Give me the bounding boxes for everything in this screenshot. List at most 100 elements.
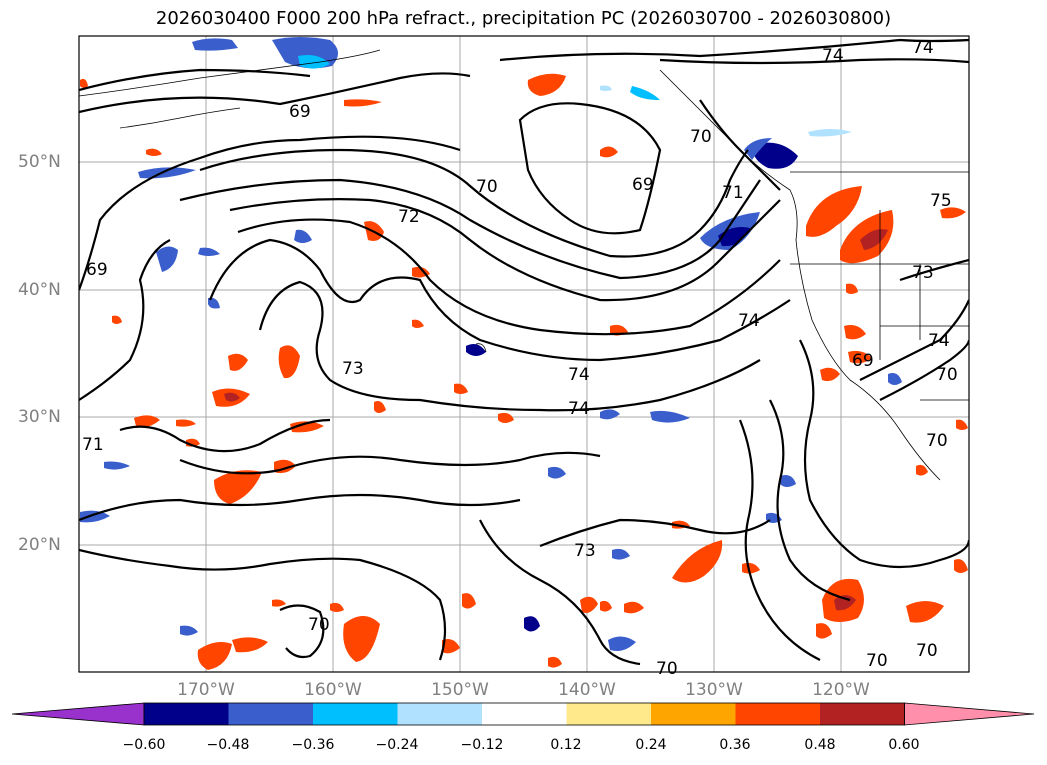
pos-patch-coast2 <box>844 325 866 340</box>
contour-label: 74 <box>738 311 760 331</box>
contour-line-74-ring <box>208 238 791 362</box>
pos-patch-s10 <box>954 559 968 573</box>
pos-patch-s13 <box>232 637 268 653</box>
neg-patch-e6 <box>630 86 660 100</box>
neg-patch-pac4 <box>548 466 566 479</box>
lon-label-130w: 130°W <box>685 680 743 700</box>
colorbar-bin <box>566 703 651 725</box>
contour-line-se3 <box>738 419 821 661</box>
contour-label: 74 <box>928 331 950 351</box>
contour-label: 73 <box>912 263 934 283</box>
neg-patch-pac1 <box>466 344 486 356</box>
neg-patch-west5 <box>104 461 130 470</box>
map-title: 2026030400 F000 200 hPa refract., precip… <box>155 8 892 29</box>
pos-patch-w2 <box>228 353 248 371</box>
contour-line-69-west <box>79 135 461 291</box>
lon-label-160w: 160°W <box>304 680 362 700</box>
contour-label: 74 <box>568 365 590 385</box>
contour-label: 71 <box>82 435 104 455</box>
colorbar <box>11 702 1035 726</box>
contour-label: 69 <box>632 175 654 195</box>
neg-patch-s3 <box>612 548 630 560</box>
contour-label: 70 <box>866 651 888 671</box>
colorbar-extend-left <box>11 702 145 726</box>
colorbar-tick-label: −0.36 <box>291 737 335 753</box>
coastlines <box>79 49 969 481</box>
lon-label-140w: 140°W <box>558 680 616 700</box>
neg-patch-e3 <box>888 373 902 385</box>
pos-patch-w5 <box>134 415 160 428</box>
colorbar-bin <box>735 703 820 725</box>
pos-patch-coast4 <box>820 367 840 382</box>
pos-patch-n1 <box>527 73 566 96</box>
contour-line-e1 <box>859 299 969 381</box>
contour-label: 75 <box>930 191 952 211</box>
colorbar-tick-label: −0.24 <box>375 737 419 753</box>
pos-patch-w7 <box>290 421 324 433</box>
coast-alaska <box>79 49 381 97</box>
pos-patch-s12 <box>197 642 232 670</box>
colorbar-tick-label: 0.24 <box>635 737 667 753</box>
graticule <box>79 36 969 672</box>
coast-us-west <box>795 239 941 481</box>
colorbar-bin <box>313 703 398 725</box>
contour-line-69-north <box>79 72 471 114</box>
colorbar-tick-label: 0.12 <box>550 737 582 753</box>
neg-patch-pac3 <box>650 410 690 423</box>
contour-label: 69 <box>289 102 311 122</box>
pos-patch-w3 <box>278 345 300 379</box>
lat-label-40n: 40°N <box>18 280 61 300</box>
pos-patch-s14 <box>442 639 460 654</box>
pos-patch-w4-dark <box>224 392 240 402</box>
pos-patch-w11 <box>80 78 88 88</box>
pos-patch-s3 <box>742 562 760 574</box>
colorbar-extend-right <box>904 702 1035 726</box>
neg-patch-e5 <box>600 85 612 91</box>
lat-label-20n: 20°N <box>18 535 61 555</box>
neg-patch-nw <box>192 38 238 51</box>
pos-patch-s9 <box>600 600 612 612</box>
contour-line-70-south <box>79 548 447 661</box>
pos-patch-ne3 <box>940 207 966 219</box>
pos-patch-s6 <box>816 623 832 639</box>
contour-label: 70 <box>690 127 712 147</box>
colorbar-tick-label: −0.60 <box>122 737 166 753</box>
coast-aleutians <box>119 107 241 129</box>
neg-patch-bc-light <box>744 138 772 160</box>
pos-patch-ne2-dark <box>860 229 888 250</box>
pos-patch-s5 <box>906 601 944 623</box>
neg-patch-west3 <box>198 247 220 256</box>
contour-label: 70 <box>916 641 938 661</box>
colorbar-tick-label: 0.36 <box>719 737 751 753</box>
contour-label: 74 <box>822 46 844 66</box>
neg-patch-s1 <box>524 616 540 632</box>
contour-line-sw <box>279 604 325 659</box>
pos-patch-coast1 <box>846 283 858 294</box>
pos-patch-s8 <box>624 601 644 614</box>
coast-bc <box>659 69 798 241</box>
pos-patch-m3 <box>498 412 514 423</box>
contour-line-70-west <box>79 239 171 401</box>
contour-line-west-ring <box>119 418 331 453</box>
pos-patch-n3 <box>600 146 618 158</box>
contour-line-s-mid2 <box>479 519 641 666</box>
contour-line-74-south <box>179 451 601 475</box>
contour-line-70-arc <box>199 148 749 258</box>
contour-line-e2 <box>879 339 969 401</box>
contour-line-73-south <box>79 493 521 522</box>
contour-label: 70 <box>926 431 948 451</box>
pos-patch-s4-dark <box>834 595 856 611</box>
contour-label: 72 <box>398 207 420 227</box>
pos-patch-n2 <box>344 99 382 107</box>
contour-line-73-ring <box>237 218 781 336</box>
neg-patch-west1 <box>138 167 196 179</box>
contour-label: 69 <box>852 351 874 371</box>
lat-label-30n: 30°N <box>18 407 61 427</box>
colorbar-bin <box>397 703 482 725</box>
contour-line-72-arc <box>229 198 781 302</box>
pos-patch-s7 <box>580 596 598 613</box>
neg-patch-s2 <box>608 636 636 651</box>
colorbar-tick-label: 0.60 <box>888 737 920 753</box>
pos-patch-s1 <box>672 540 723 583</box>
